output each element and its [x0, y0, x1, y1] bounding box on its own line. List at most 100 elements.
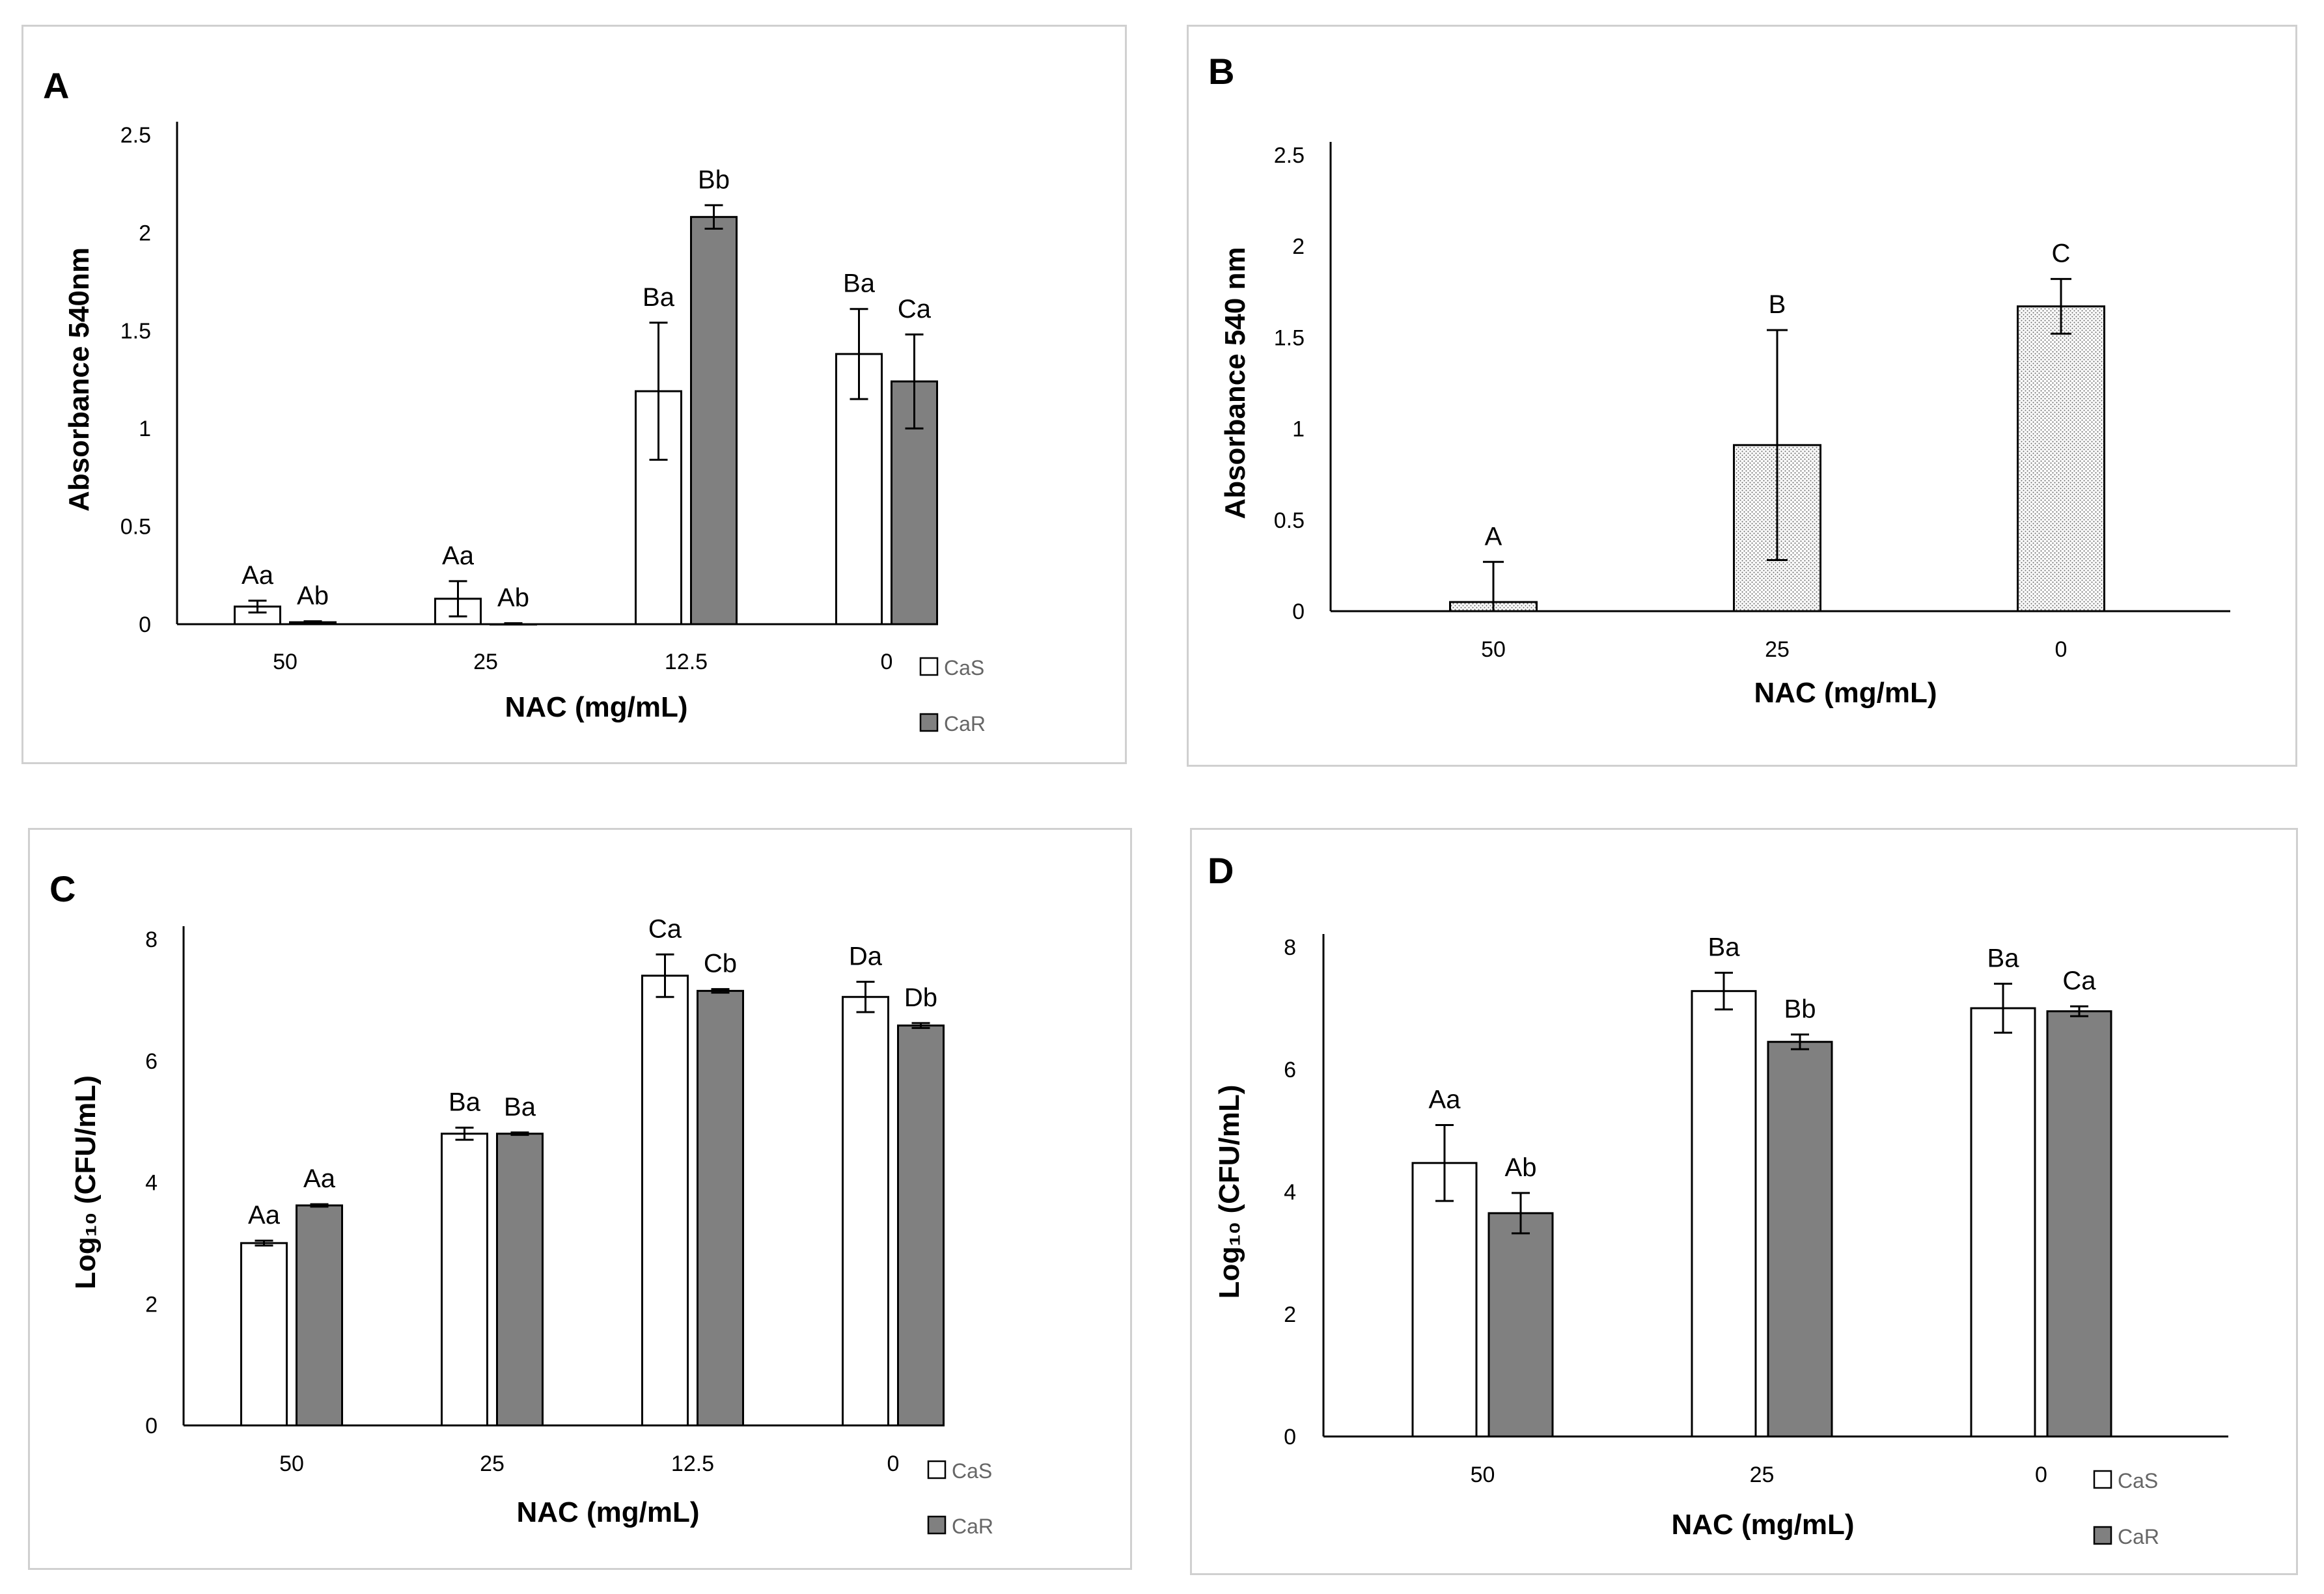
- legend-swatch-cas: [919, 657, 939, 676]
- chart-b: B 0 0.5 1 1.5 2 2.5 Absorbance 540 nm NAC (mg/mL…: [1208, 51, 2230, 709]
- y-tick-label: 1: [139, 417, 151, 441]
- y-tick-label: 2: [139, 221, 151, 245]
- y-tick-label: 0.5: [1274, 508, 1305, 533]
- bar-cas: [1970, 1007, 2036, 1438]
- panel-a: A 0 0.5 1 1.5 2 2.5 Absorbance 540nm NAC (mg/mL)…: [21, 25, 1127, 764]
- significance-label: Aa: [242, 561, 274, 590]
- y-tick-label: 4: [1284, 1180, 1296, 1205]
- x-tick-label: 25: [1750, 1463, 1775, 1487]
- bar-car: [897, 1024, 945, 1427]
- significance-label: Ba: [1987, 944, 2020, 972]
- y-tick-label: 0: [145, 1414, 158, 1438]
- x-axis-label: NAC (mg/mL): [505, 691, 687, 723]
- bar-cas: [1691, 990, 1757, 1438]
- x-tick-label: 0: [2055, 637, 2068, 662]
- bar-car: [2046, 1010, 2112, 1438]
- y-tick-label: 0: [1292, 599, 1305, 624]
- significance-label: Ab: [1505, 1153, 1537, 1182]
- x-axis-label: NAC (mg/mL): [1754, 677, 1937, 709]
- bar-cas: [441, 1133, 488, 1427]
- legend-swatch-car: [919, 713, 939, 732]
- y-tick-label: 2: [1292, 234, 1305, 259]
- y-tick-label: 2: [145, 1292, 158, 1317]
- y-tick-label: 1.5: [1274, 325, 1305, 350]
- y-tick-label: 2.5: [120, 123, 151, 148]
- bar-car: [697, 989, 744, 1427]
- significance-label: Ab: [297, 581, 329, 610]
- y-tick-label: 0: [1284, 1425, 1296, 1450]
- x-tick-label: 0: [887, 1451, 900, 1476]
- bar-cas: [240, 1242, 288, 1427]
- significance-label: Ab: [497, 583, 529, 612]
- bar-value: [2017, 305, 2105, 612]
- legend-swatch-cas: [2093, 1470, 2112, 1489]
- legend-label-cas: CaS: [2118, 1469, 2158, 1492]
- significance-label: Ba: [449, 1088, 481, 1116]
- x-tick-label: 50: [273, 650, 297, 674]
- x-axis-label: NAC (mg/mL): [1671, 1509, 1854, 1541]
- y-tick-label: 6: [145, 1049, 158, 1074]
- bar-car: [690, 215, 738, 625]
- chart-a: A 0 0.5 1 1.5 2 2.5 Absorbance 540nm NAC (mg/mL)…: [43, 65, 986, 735]
- bar-cas: [842, 996, 889, 1427]
- x-tick-label: 12.5: [671, 1451, 714, 1476]
- significance-label: B: [1769, 290, 1786, 319]
- y-tick-label: 1.5: [120, 319, 151, 344]
- legend-swatch-car: [927, 1515, 947, 1535]
- bar-cas: [1411, 1162, 1478, 1438]
- y-axis-label: Log₁₀ (CFU/mL): [1213, 1085, 1245, 1299]
- significance-label: Ba: [643, 283, 675, 312]
- y-tick-label: 2.5: [1274, 143, 1305, 168]
- panel-letter-a: A: [43, 65, 69, 106]
- x-tick-label: 50: [1471, 1463, 1495, 1487]
- legend-label-car: CaR: [952, 1515, 993, 1538]
- bar-cas: [641, 974, 689, 1427]
- x-tick-label: 50: [279, 1451, 304, 1476]
- legend-label-cas: CaS: [952, 1459, 992, 1483]
- x-tick-label: 25: [1765, 637, 1790, 662]
- panel-c: C 0 2 4 6 8 Log₁₀ (CFU/mL) NAC (mg/mL) 50 Aa Aa 25 B…: [28, 828, 1132, 1570]
- bar-car: [296, 1204, 343, 1427]
- y-tick-label: 6: [1284, 1058, 1296, 1082]
- significance-label: Bb: [1784, 995, 1816, 1023]
- y-tick-label: 8: [1284, 935, 1296, 960]
- chart-d: D 0 2 4 6 8 Log₁₀ (CFU/mL) NAC (mg/mL) 50 Aa Ab 25 B…: [1208, 850, 2228, 1548]
- x-tick-label: 0: [2035, 1463, 2047, 1487]
- significance-label: Db: [904, 983, 937, 1012]
- x-tick-label: 25: [473, 650, 498, 674]
- bar-car: [1767, 1041, 1833, 1438]
- x-tick-label: 25: [480, 1451, 505, 1476]
- y-tick-label: 4: [145, 1171, 158, 1196]
- significance-label: Ca: [648, 914, 682, 943]
- panel-d: D 0 2 4 6 8 Log₁₀ (CFU/mL) NAC (mg/mL) 50 Aa Ab 25 B…: [1190, 828, 2298, 1575]
- chart-c: C 0 2 4 6 8 Log₁₀ (CFU/mL) NAC (mg/mL) 50 Aa Aa 25 B…: [49, 868, 993, 1538]
- legend-swatch-car: [2093, 1526, 2112, 1545]
- legend-label-cas: CaS: [944, 656, 984, 680]
- x-axis-label: NAC (mg/mL): [516, 1496, 699, 1528]
- y-tick-label: 1: [1292, 417, 1305, 442]
- y-tick-label: 2: [1284, 1302, 1296, 1327]
- bar-car: [496, 1133, 544, 1427]
- y-tick-label: 8: [145, 928, 158, 952]
- y-axis-label: Absorbance 540 nm: [1219, 247, 1251, 519]
- significance-label: Ba: [1708, 933, 1741, 961]
- significance-label: Bb: [698, 165, 730, 194]
- panel-letter-b: B: [1208, 51, 1234, 92]
- y-tick-label: 0: [139, 612, 151, 637]
- x-tick-label: 50: [1481, 637, 1506, 662]
- significance-label: Aa: [442, 542, 475, 570]
- significance-label: Ca: [2062, 967, 2096, 995]
- significance-label: Cb: [704, 950, 737, 978]
- significance-label: Da: [849, 942, 883, 970]
- significance-label: Ca: [898, 295, 932, 323]
- significance-label: Aa: [1429, 1086, 1461, 1114]
- y-axis-label: Absorbance 540nm: [63, 247, 95, 512]
- y-axis-label: Log₁₀ (CFU/mL): [70, 1075, 102, 1289]
- panel-b: B 0 0.5 1 1.5 2 2.5 Absorbance 540 nm NAC (mg/mL…: [1187, 25, 2297, 767]
- x-tick-label: 0: [881, 650, 893, 674]
- panel-letter-d: D: [1208, 850, 1234, 891]
- significance-label: C: [2052, 240, 2071, 268]
- x-tick-label: 12.5: [665, 650, 708, 674]
- significance-label: Ba: [504, 1093, 536, 1121]
- bar-car: [1487, 1212, 1554, 1438]
